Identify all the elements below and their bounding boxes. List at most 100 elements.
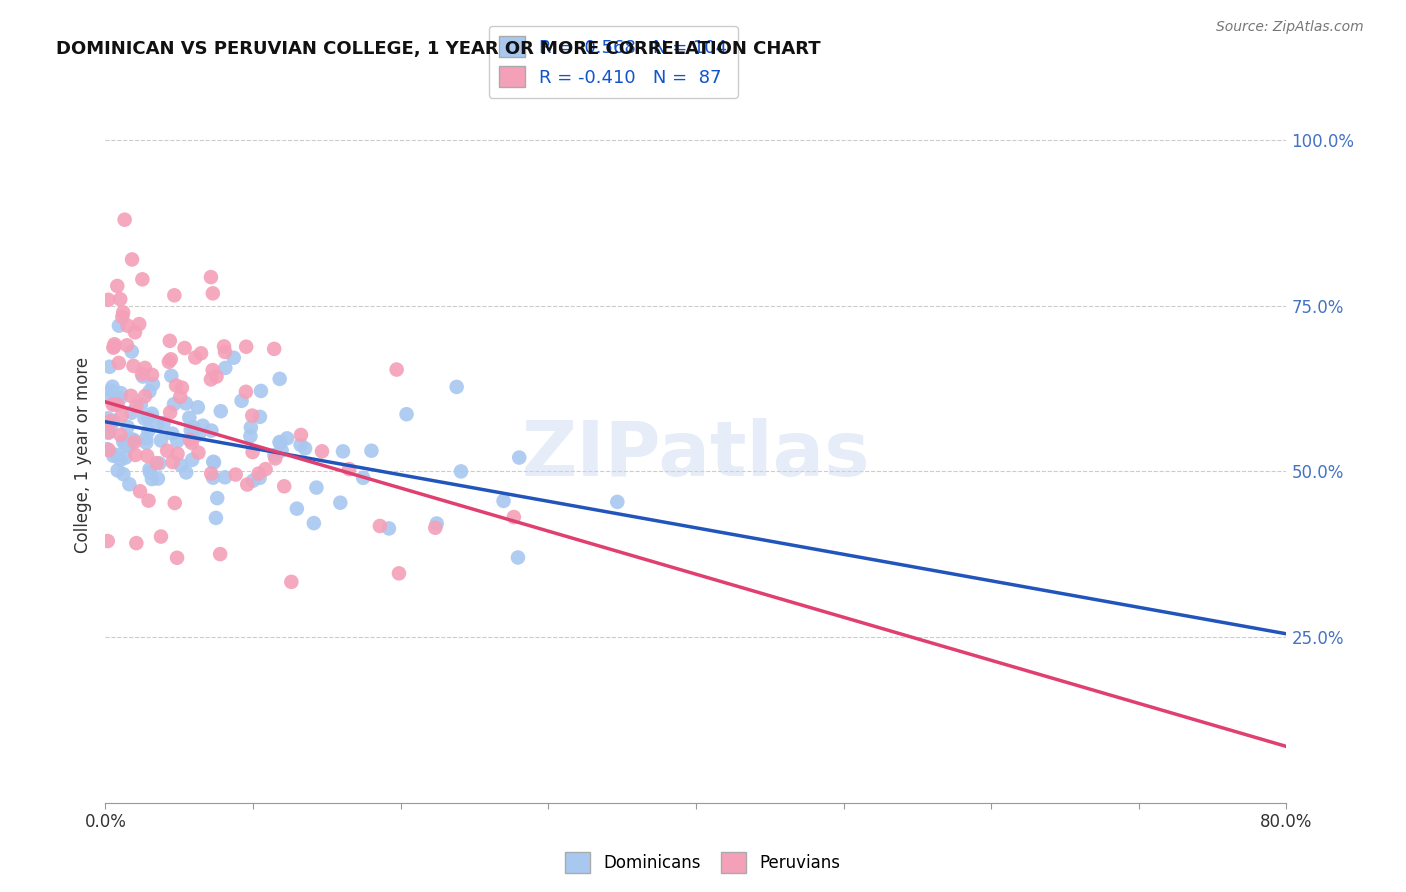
- Point: [425, 521, 447, 535]
- Point: [166, 447, 188, 461]
- Point: [450, 464, 472, 478]
- Point: [134, 389, 156, 403]
- Point: [135, 435, 157, 450]
- Point: [180, 423, 202, 437]
- Point: [110, 428, 132, 442]
- Point: [163, 397, 186, 411]
- Point: [97, 293, 120, 307]
- Point: [100, 384, 122, 398]
- Point: [103, 398, 125, 412]
- Point: [201, 286, 224, 301]
- Point: [131, 367, 153, 381]
- Point: [202, 455, 225, 469]
- Point: [134, 411, 156, 425]
- Point: [146, 417, 169, 431]
- Point: [166, 434, 188, 449]
- Point: [181, 420, 204, 434]
- Point: [200, 372, 222, 386]
- Point: [114, 438, 136, 452]
- Point: [138, 424, 160, 438]
- Point: [180, 436, 202, 450]
- Point: [250, 384, 273, 398]
- Point: [184, 351, 207, 365]
- Point: [385, 362, 408, 376]
- Point: [200, 270, 222, 285]
- Point: [205, 369, 228, 384]
- Point: [606, 495, 628, 509]
- Point: [368, 519, 391, 533]
- Point: [122, 433, 145, 447]
- Point: [121, 252, 143, 267]
- Point: [179, 410, 201, 425]
- Point: [125, 536, 148, 550]
- Legend: Dominicans, Peruvians: Dominicans, Peruvians: [558, 846, 848, 880]
- Point: [129, 484, 152, 499]
- Point: [173, 341, 195, 355]
- Point: [290, 438, 312, 452]
- Point: [141, 472, 163, 486]
- Point: [263, 342, 285, 356]
- Point: [134, 360, 156, 375]
- Point: [239, 429, 262, 443]
- Point: [103, 449, 125, 463]
- Point: [122, 359, 145, 373]
- Point: [115, 338, 138, 352]
- Point: [240, 409, 263, 423]
- Text: DOMINICAN VS PERUVIAN COLLEGE, 1 YEAR OR MORE CORRELATION CHART: DOMINICAN VS PERUVIAN COLLEGE, 1 YEAR OR…: [56, 40, 821, 58]
- Point: [124, 435, 146, 450]
- Point: [157, 355, 180, 369]
- Point: [120, 389, 142, 403]
- Point: [163, 496, 186, 510]
- Point: [96, 442, 118, 456]
- Point: [225, 467, 247, 482]
- Point: [138, 384, 160, 399]
- Point: [200, 424, 222, 438]
- Point: [159, 405, 181, 419]
- Point: [212, 339, 235, 353]
- Point: [395, 407, 418, 421]
- Point: [235, 384, 257, 399]
- Point: [269, 435, 291, 450]
- Point: [290, 428, 312, 442]
- Point: [103, 414, 125, 428]
- Point: [165, 378, 187, 392]
- Point: [231, 393, 253, 408]
- Point: [187, 427, 209, 442]
- Point: [149, 530, 172, 544]
- Point: [247, 467, 270, 481]
- Point: [170, 458, 193, 473]
- Point: [124, 326, 146, 340]
- Point: [120, 432, 142, 446]
- Point: [117, 318, 139, 333]
- Point: [190, 346, 212, 360]
- Point: [214, 345, 236, 359]
- Point: [506, 550, 529, 565]
- Point: [280, 574, 302, 589]
- Point: [104, 395, 127, 409]
- Point: [111, 408, 134, 422]
- Point: [100, 418, 122, 433]
- Point: [128, 317, 150, 331]
- Point: [166, 550, 188, 565]
- Point: [114, 450, 136, 465]
- Point: [174, 466, 197, 480]
- Point: [200, 467, 222, 481]
- Point: [264, 451, 287, 466]
- Point: [205, 511, 228, 525]
- Point: [98, 359, 121, 374]
- Point: [159, 334, 181, 348]
- Point: [305, 481, 328, 495]
- Point: [110, 453, 132, 467]
- Point: [108, 318, 131, 333]
- Point: [201, 363, 224, 377]
- Point: [352, 471, 374, 485]
- Point: [249, 409, 271, 424]
- Point: [492, 494, 515, 508]
- Point: [103, 337, 125, 351]
- Point: [97, 442, 120, 457]
- Point: [124, 448, 146, 462]
- Point: [170, 381, 193, 395]
- Point: [242, 474, 264, 488]
- Point: [112, 467, 135, 482]
- Point: [446, 380, 468, 394]
